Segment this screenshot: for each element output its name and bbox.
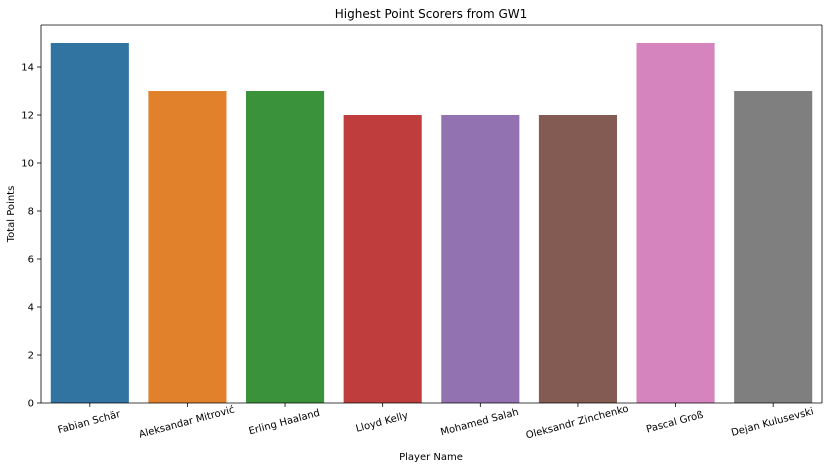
bar-pascal-gro-	[636, 43, 715, 403]
y-tick-label: 2	[28, 351, 34, 362]
x-tick-label: Fabian Schär	[57, 409, 123, 436]
x-tick-label: Mohamed Salah	[439, 407, 519, 438]
chart-title: Highest Point Scorers from GW1	[335, 7, 528, 21]
bar-erling-haaland	[246, 91, 325, 403]
bar-oleksandr-zinchenko	[538, 115, 617, 403]
y-tick-label: 8	[28, 207, 34, 218]
x-tick-label: Aleksandar Mitrović	[138, 404, 236, 441]
bars-layer	[50, 43, 813, 403]
y-tick-label: 14	[21, 63, 34, 74]
x-axis-title: Player Name	[399, 452, 463, 463]
x-tick-label: Pascal Groß	[645, 410, 704, 436]
y-tick-label: 0	[28, 399, 34, 410]
y-tick-label: 6	[28, 255, 34, 266]
x-tick-label: Erling Haaland	[248, 408, 322, 438]
x-tick-label: Dejan Kulusevski	[730, 406, 815, 439]
y-axis-title: Total Points	[6, 186, 17, 244]
bar-dejan-kulusevski	[734, 91, 813, 403]
y-tick-label: 4	[28, 303, 34, 314]
bar-aleksandar-mitrovi-	[148, 91, 227, 403]
bar-lloyd-kelly	[343, 115, 422, 403]
x-tick-label: Lloyd Kelly	[355, 410, 410, 435]
y-tick-label: 12	[21, 111, 34, 122]
bar-mohamed-salah	[441, 115, 520, 403]
bar-fabian-sch-r	[50, 43, 129, 403]
y-tick-label: 10	[21, 159, 34, 170]
x-tick-label: Oleksandr Zinchenko	[525, 404, 630, 442]
